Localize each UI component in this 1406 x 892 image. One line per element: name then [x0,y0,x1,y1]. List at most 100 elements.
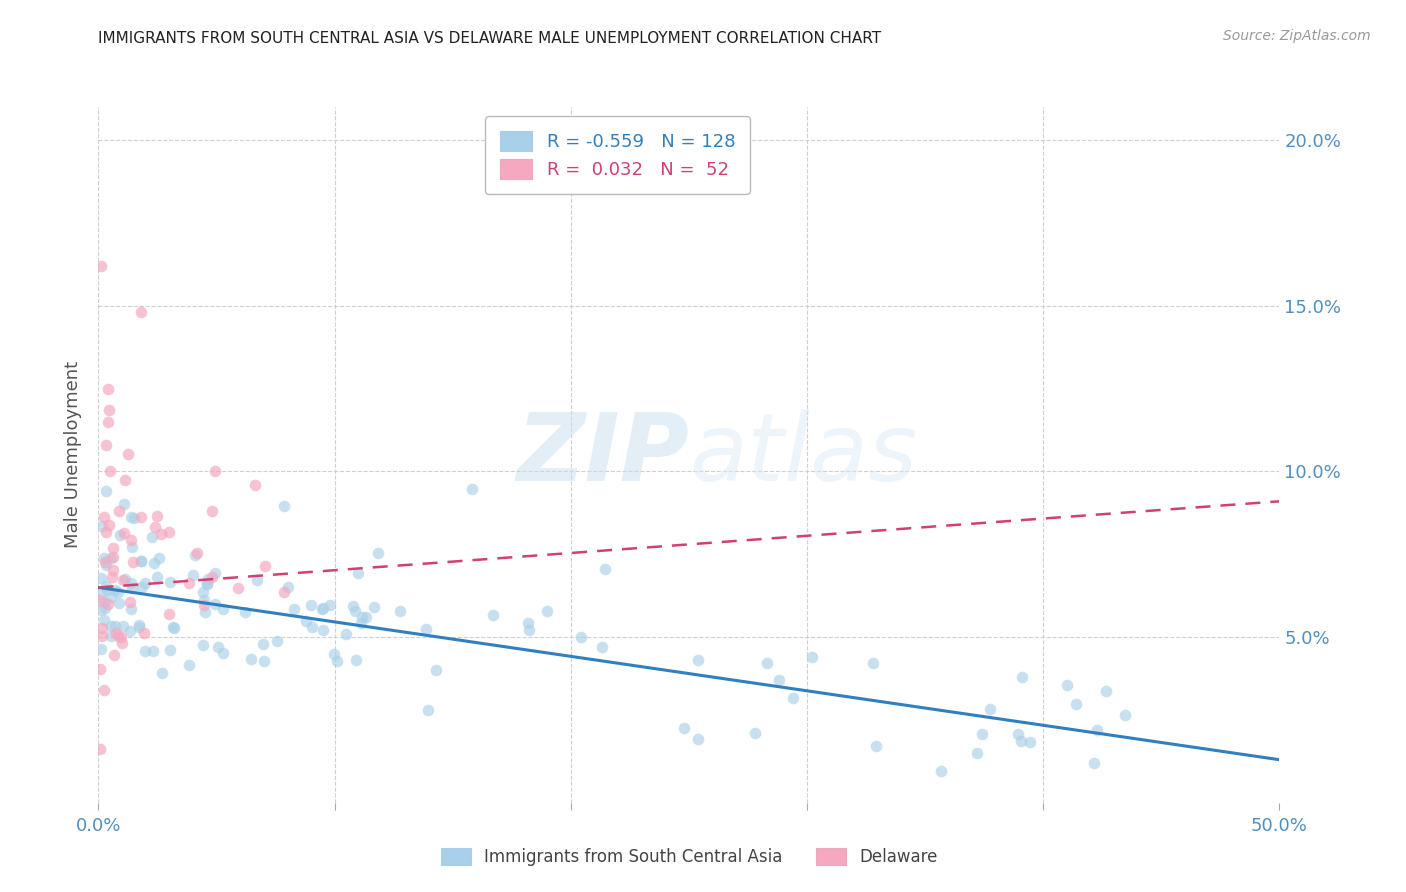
Point [1085,723,1108,737]
Point [342,599,364,613]
Point [461,482,484,496]
Point [1095,684,1118,698]
Point [112,526,135,541]
Point [211,601,233,615]
Point [204,566,226,581]
Point [319,598,342,612]
Point [536,604,558,618]
Point [283,601,305,615]
Point [233,605,256,619]
Point [104,582,127,597]
Point [425,664,447,678]
Point [143,520,166,534]
Point [112,619,135,633]
Point [312,601,335,615]
Point [134,643,156,657]
Point [277,580,299,594]
Point [252,637,274,651]
Point [129,510,152,524]
Point [93,555,115,569]
Point [354,609,377,624]
Point [179,657,201,672]
Point [101,541,124,555]
Point [1083,756,1105,771]
Point [146,508,169,523]
Point [966,746,988,760]
Point [108,504,131,518]
Point [149,527,172,541]
Point [1010,734,1032,748]
Point [121,582,143,596]
Point [204,464,226,478]
Point [273,500,295,514]
Point [344,653,367,667]
Point [326,654,349,668]
Point [94,438,117,452]
Point [131,580,153,594]
Point [90,570,112,584]
Point [970,727,993,741]
Point [141,531,163,545]
Point [195,577,218,591]
Point [100,550,122,565]
Point [98,465,121,479]
Point [193,599,215,613]
Point [89,742,111,756]
Point [191,638,214,652]
Point [163,621,186,635]
Point [253,654,276,668]
Point [418,703,440,717]
Point [93,595,115,609]
Point [90,603,112,617]
Point [197,572,219,586]
Point [482,607,505,622]
Point [132,626,155,640]
Point [768,673,790,687]
Point [193,593,215,607]
Point [142,556,165,570]
Point [100,629,122,643]
Point [120,510,142,524]
Point [94,601,117,615]
Point [94,579,117,593]
Point [979,702,1001,716]
Point [1019,735,1042,749]
Point [415,622,437,636]
Point [103,648,125,662]
Point [120,533,142,547]
Point [862,656,884,670]
Point [142,644,165,658]
Point [200,570,222,584]
Point [367,546,389,560]
Point [207,640,229,654]
Point [159,574,181,589]
Point [120,624,142,639]
Point [186,546,208,560]
Point [191,585,214,599]
Point [756,656,779,670]
Point [686,731,709,746]
Point [148,550,170,565]
Point [1114,707,1136,722]
Point [350,609,373,624]
Point [120,576,142,591]
Point [181,568,204,582]
Point [335,627,357,641]
Point [1056,678,1078,692]
Point [90,587,112,601]
Point [865,739,887,754]
Point [108,596,131,610]
Point [254,558,277,573]
Point [89,593,111,607]
Point [93,613,115,627]
Point [90,629,112,643]
Point [800,650,823,665]
Point [243,478,266,492]
Point [107,584,129,599]
Point [350,616,373,631]
Point [688,652,710,666]
Point [1064,697,1087,711]
Point [103,549,125,564]
Point [194,605,217,619]
Point [228,581,250,595]
